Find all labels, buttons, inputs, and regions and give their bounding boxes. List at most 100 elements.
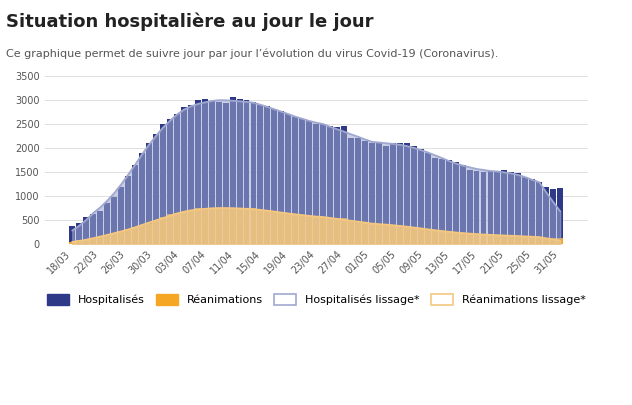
Bar [537, 182, 542, 244]
Bar [209, 101, 215, 244]
Bar [90, 215, 96, 244]
Bar [146, 143, 152, 244]
Bar [411, 145, 416, 244]
Bar [383, 225, 389, 244]
Bar [544, 238, 549, 244]
Bar [432, 230, 438, 244]
Bar [446, 232, 452, 244]
Bar [243, 208, 250, 244]
Bar [104, 236, 110, 244]
Bar [473, 171, 480, 244]
Bar [90, 239, 96, 244]
Bar [125, 176, 131, 244]
Bar [264, 211, 270, 244]
Bar [83, 217, 89, 244]
Bar [327, 126, 333, 244]
Bar [432, 158, 438, 244]
Bar [229, 208, 236, 244]
Bar [160, 217, 166, 244]
Bar [188, 210, 194, 244]
Bar [557, 188, 563, 244]
Bar [376, 143, 382, 244]
Bar [229, 97, 236, 244]
Bar [404, 226, 410, 244]
Bar [195, 100, 201, 244]
Bar [132, 228, 138, 244]
Bar [404, 143, 410, 244]
Bar [466, 234, 473, 244]
Bar [111, 234, 117, 244]
Bar [181, 107, 186, 244]
Bar [508, 236, 514, 244]
Bar [480, 234, 487, 244]
Bar [397, 226, 403, 244]
Bar [425, 229, 430, 244]
Bar [76, 223, 82, 244]
Bar [111, 197, 117, 244]
Bar [459, 233, 466, 244]
Bar [487, 171, 494, 244]
Bar [279, 213, 284, 244]
Bar [257, 210, 264, 244]
Bar [341, 126, 347, 244]
Bar [216, 208, 222, 244]
Bar [97, 237, 103, 244]
Bar [76, 241, 82, 244]
Bar [320, 124, 326, 244]
Bar [153, 220, 159, 244]
Bar [544, 187, 549, 244]
Bar [118, 187, 124, 244]
Bar [480, 172, 487, 244]
Bar [494, 172, 501, 244]
Bar [530, 237, 535, 244]
Bar [523, 237, 528, 244]
Bar [70, 242, 75, 244]
Bar [411, 228, 416, 244]
Bar [70, 226, 75, 244]
Bar [139, 226, 145, 244]
Bar [222, 103, 229, 244]
Bar [167, 119, 173, 244]
Bar [362, 223, 368, 244]
Bar [250, 209, 257, 244]
Bar [293, 117, 298, 244]
Bar [160, 124, 166, 244]
Bar [320, 217, 326, 244]
Bar [341, 218, 347, 244]
Bar [209, 208, 215, 244]
Bar [125, 229, 131, 244]
Bar [418, 228, 423, 244]
Bar [334, 218, 340, 244]
Bar [439, 231, 445, 244]
Bar [313, 216, 319, 244]
Bar [418, 149, 423, 244]
Bar [327, 218, 333, 244]
Bar [97, 211, 103, 244]
Bar [286, 213, 291, 244]
Bar [264, 106, 270, 244]
Bar [487, 235, 494, 244]
Bar [195, 208, 201, 244]
Bar [348, 222, 354, 244]
Bar [236, 208, 243, 244]
Bar [473, 234, 480, 244]
Bar [523, 177, 528, 244]
Bar [307, 122, 312, 244]
Bar [243, 100, 250, 244]
Bar [550, 189, 556, 244]
Bar [236, 99, 243, 244]
Bar [453, 162, 459, 244]
Bar [279, 111, 284, 244]
Bar [104, 203, 110, 244]
Bar [501, 235, 507, 244]
Bar [425, 153, 430, 244]
Bar [453, 232, 459, 244]
Bar [537, 237, 542, 244]
Bar [257, 104, 264, 244]
Bar [286, 114, 291, 244]
Bar [550, 238, 556, 244]
Text: Ce graphique permet de suivre jour par jour l’évolution du virus Covid-19 (Coron: Ce graphique permet de suivre jour par j… [6, 49, 499, 59]
Bar [132, 165, 138, 244]
Bar [202, 208, 208, 244]
Bar [216, 102, 222, 244]
